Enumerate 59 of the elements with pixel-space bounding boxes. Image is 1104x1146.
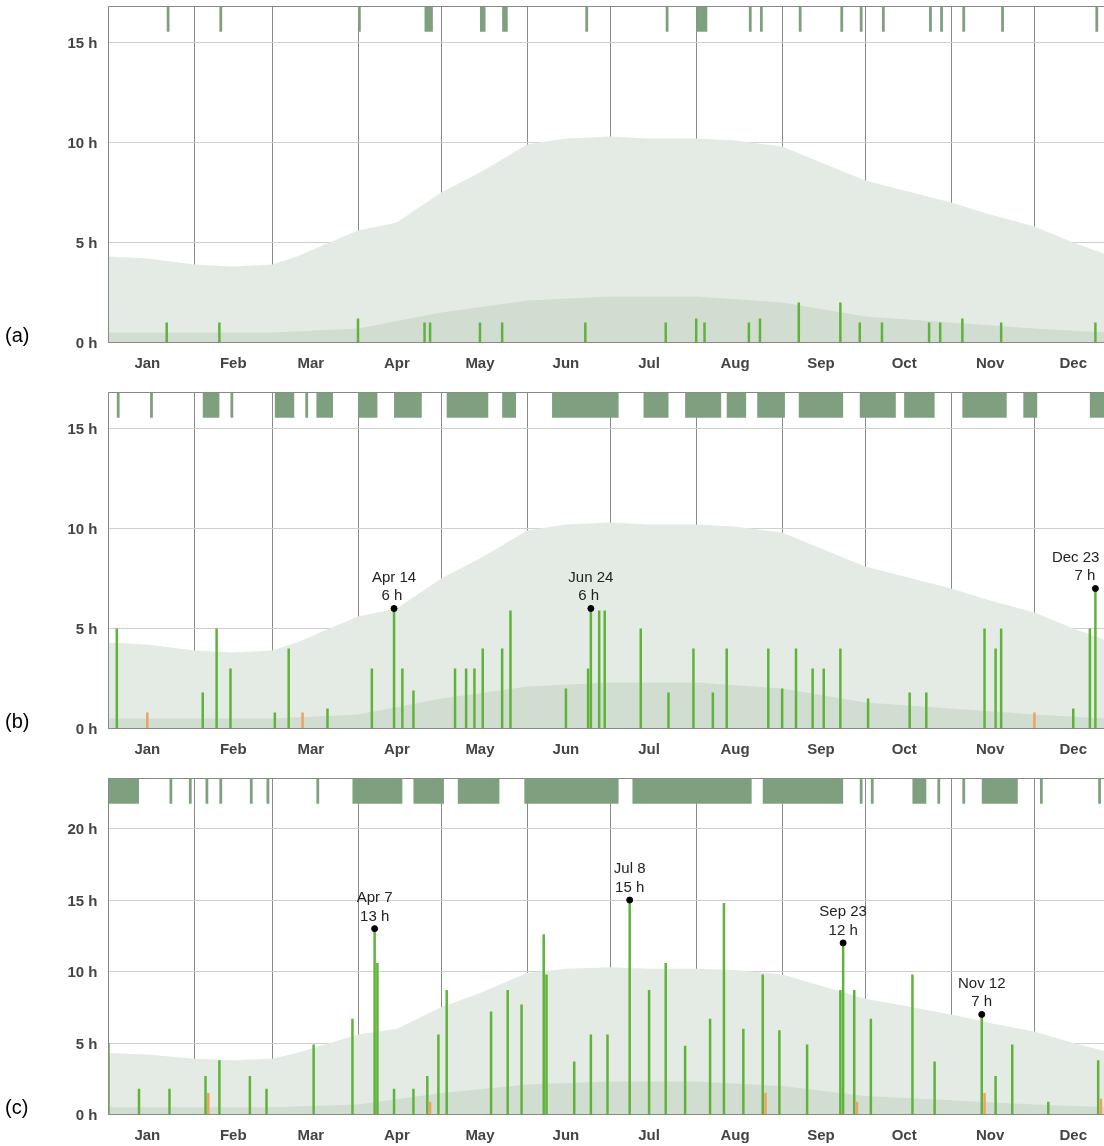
y-tick-label: 10 h bbox=[67, 134, 98, 151]
text: (a) bbox=[5, 323, 30, 348]
x-tick-label: Jan bbox=[134, 1125, 161, 1143]
x-tick-label: Mar bbox=[297, 353, 325, 371]
x-tick-label: Sep bbox=[807, 739, 835, 757]
x-tick-label: Jan bbox=[134, 353, 161, 371]
x-tick-label: Oct bbox=[891, 739, 917, 757]
y-tick-label: 10 h bbox=[67, 520, 98, 537]
y-tick-label: 20 h bbox=[67, 820, 98, 838]
y-tick-label: 5 h bbox=[75, 1034, 98, 1052]
y-tick-label: 5 h bbox=[75, 234, 98, 251]
y-tick-label: 0 h bbox=[75, 1106, 98, 1123]
text: (b) bbox=[5, 709, 30, 734]
x-tick-label: Oct bbox=[891, 1125, 917, 1143]
annotation: Jul 8 15 h bbox=[613, 859, 646, 896]
y-tick-label: 0 h bbox=[75, 334, 98, 351]
x-tick-label: May bbox=[465, 353, 496, 371]
x-tick-label: Nov bbox=[975, 353, 1005, 371]
x-tick-label: May bbox=[465, 1125, 496, 1143]
x-tick-label: Jul bbox=[638, 739, 660, 757]
x-tick-label: Aug bbox=[720, 739, 750, 757]
x-tick-label: Nov bbox=[975, 1125, 1005, 1143]
annotation: Apr 14 6 h bbox=[371, 567, 417, 604]
y-tick-label: 15 h bbox=[67, 420, 98, 437]
x-tick-label: Jun bbox=[552, 353, 580, 371]
x-tick-label: Feb bbox=[219, 739, 247, 757]
y-tick-label: 15 h bbox=[67, 34, 98, 51]
annotation: Sep 23 12 h bbox=[819, 902, 867, 938]
x-tick-label: Sep bbox=[807, 353, 835, 371]
annotation: Nov 12 7 h bbox=[957, 973, 1006, 1010]
x-tick-label: Jul bbox=[638, 353, 660, 371]
x-tick-label: Dec bbox=[1059, 739, 1088, 757]
y-tick-label: 10 h bbox=[67, 963, 98, 981]
x-tick-label: Feb bbox=[219, 1125, 247, 1143]
x-tick-label: Dec bbox=[1059, 353, 1088, 371]
x-tick-label: Jun bbox=[552, 1125, 580, 1143]
x-tick-label: Jul bbox=[638, 1125, 660, 1143]
x-tick-label: Aug bbox=[720, 353, 750, 371]
annotation: Jun 24 6 h bbox=[568, 567, 614, 604]
x-tick-label: Apr bbox=[383, 739, 410, 757]
y-tick-label: 5 h bbox=[75, 620, 98, 637]
annotation: Dec 23 7 h bbox=[1051, 547, 1100, 584]
y-tick-label: 15 h bbox=[67, 891, 98, 909]
x-tick-label: Nov bbox=[975, 739, 1005, 757]
x-tick-label: Apr bbox=[383, 1125, 410, 1143]
x-tick-label: Jan bbox=[134, 739, 161, 757]
y-tick-label: 0 h bbox=[75, 720, 98, 737]
annotation: Apr 7 13 h bbox=[356, 887, 393, 924]
x-tick-label: Oct bbox=[891, 353, 917, 371]
x-tick-label: Apr bbox=[383, 353, 410, 371]
x-tick-label: Dec bbox=[1059, 1125, 1088, 1143]
x-tick-label: Jun bbox=[552, 739, 580, 757]
x-tick-label: Mar bbox=[297, 1125, 325, 1143]
x-tick-label: Feb bbox=[219, 353, 247, 371]
x-tick-label: May bbox=[465, 739, 496, 757]
x-tick-label: Mar bbox=[297, 739, 325, 757]
x-tick-label: Sep bbox=[807, 1125, 835, 1143]
text: (c) bbox=[5, 1095, 29, 1120]
x-tick-label: Aug bbox=[720, 1125, 750, 1143]
